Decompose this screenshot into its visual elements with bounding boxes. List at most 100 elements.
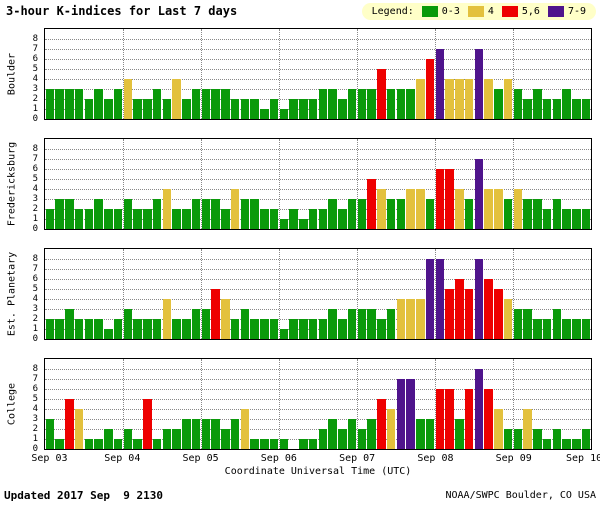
k-bar	[386, 199, 396, 229]
x-tick-label: Sep 05	[182, 453, 219, 464]
k-bar	[357, 89, 367, 119]
k-bar	[503, 299, 513, 339]
k-bar	[552, 429, 562, 449]
k-bar	[533, 429, 542, 449]
k-bar	[55, 89, 64, 119]
k-bar	[445, 289, 454, 339]
chart-title: 3-hour K-indices for Last 7 days	[6, 4, 238, 18]
k-bar	[347, 199, 357, 229]
k-bar	[503, 429, 513, 449]
k-bar	[113, 89, 123, 119]
k-bar	[74, 319, 84, 339]
v-gridline	[123, 359, 124, 449]
v-gridline	[201, 29, 202, 119]
k-bar	[74, 409, 84, 449]
k-bar	[494, 289, 503, 339]
k-bar	[494, 409, 503, 449]
k-bar	[45, 209, 55, 229]
k-bar	[494, 89, 503, 119]
v-gridline	[513, 249, 514, 339]
k-bar	[45, 419, 55, 449]
k-bar	[367, 419, 376, 449]
y-tick-label: 0	[32, 444, 38, 454]
k-bar	[201, 309, 211, 339]
legend-item-label-7-9: 7-9	[567, 6, 586, 17]
k-bar	[503, 79, 513, 119]
k-bar	[338, 429, 347, 449]
k-bar	[445, 389, 454, 449]
k-bar	[84, 99, 94, 119]
k-bar	[104, 429, 113, 449]
y-tick-label: 3	[32, 304, 38, 314]
legend-swatch-4	[467, 6, 484, 17]
y-tick-label: 7	[32, 44, 38, 54]
k-bar	[377, 189, 386, 229]
k-bar	[328, 419, 337, 449]
k-bar	[84, 439, 94, 449]
k-bar	[474, 49, 484, 119]
k-bar	[191, 199, 201, 229]
k-bar	[484, 279, 493, 339]
k-bar	[113, 209, 123, 229]
k-bar	[513, 429, 523, 449]
k-bar	[581, 429, 591, 449]
k-bar	[425, 59, 435, 119]
x-tick-label: Sep 06	[260, 453, 297, 464]
k-bar	[240, 409, 250, 449]
k-bar	[221, 209, 230, 229]
k-bar	[308, 319, 318, 339]
k-bar	[435, 389, 445, 449]
k-bar	[523, 99, 532, 119]
k-bar	[201, 199, 211, 229]
k-bar	[211, 419, 220, 449]
k-bar	[289, 99, 298, 119]
k-bar	[65, 89, 74, 119]
k-bar	[464, 199, 474, 229]
k-bar	[143, 319, 152, 339]
h-gridline	[45, 39, 591, 40]
y-tick-label: 0	[32, 224, 38, 234]
k-bar	[221, 299, 230, 339]
k-bar	[250, 319, 259, 339]
k-bar	[523, 409, 532, 449]
y-tick-label: 5	[32, 174, 38, 184]
k-bar	[269, 99, 279, 119]
legend-swatch-0-3	[421, 6, 438, 17]
v-gridline	[357, 139, 358, 229]
k-bar	[172, 209, 181, 229]
k-bar	[230, 189, 240, 229]
y-tick-label: 8	[32, 254, 38, 264]
k-bar	[318, 319, 328, 339]
k-bar	[123, 199, 133, 229]
k-bar	[484, 389, 493, 449]
k-bar	[396, 299, 406, 339]
k-bar	[55, 439, 64, 449]
y-tick-label: 2	[32, 314, 38, 324]
h-gridline	[45, 169, 591, 170]
y-tick-label: 3	[32, 84, 38, 94]
k-bar	[113, 439, 123, 449]
k-bar	[406, 299, 415, 339]
y-tick-label: 4	[32, 184, 38, 194]
k-bar	[513, 189, 523, 229]
k-bar	[416, 79, 425, 119]
k-bar	[65, 199, 74, 229]
y-tick-label: 5	[32, 284, 38, 294]
k-bar	[533, 89, 542, 119]
k-bar	[279, 329, 289, 339]
k-bar	[55, 319, 64, 339]
y-tick-label: 5	[32, 394, 38, 404]
y-tick-label: 3	[32, 414, 38, 424]
k-bar	[552, 99, 562, 119]
h-gridline	[45, 439, 591, 440]
v-gridline	[279, 29, 280, 119]
k-bar	[357, 429, 367, 449]
k-bar	[191, 419, 201, 449]
h-gridline	[45, 69, 591, 70]
h-gridline	[45, 109, 591, 110]
x-axis-title: Coordinate Universal Time (UTC)	[224, 466, 412, 477]
legend-item-5-6: 5,6	[501, 6, 540, 17]
